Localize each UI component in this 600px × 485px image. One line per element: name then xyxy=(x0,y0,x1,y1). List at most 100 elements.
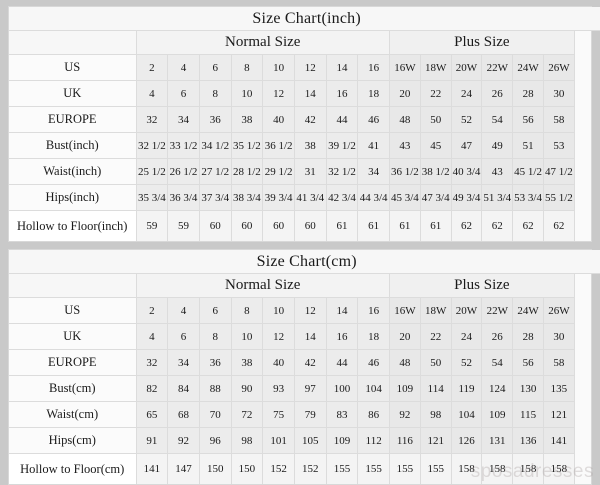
cell: 18 xyxy=(357,80,390,107)
cell: 29 1/2 xyxy=(262,158,295,185)
cell: 34 1/2 xyxy=(198,132,232,159)
cell: 150 xyxy=(230,453,264,484)
cell: 60 xyxy=(198,210,232,241)
cell: 96 xyxy=(198,427,232,454)
cell: 98 xyxy=(230,427,264,454)
size-chart-page: Size Chart(inch) Normal Size Plus Size U… xyxy=(8,6,600,485)
cell: 48 xyxy=(389,106,421,133)
cell: 16 xyxy=(357,54,390,81)
cell: 20W xyxy=(450,54,483,81)
table-row: Bust(cm) 82 84 88 90 93 97 100 104 109 1… xyxy=(9,375,600,402)
title-row: Size Chart(inch) xyxy=(9,7,600,31)
cell: 30 xyxy=(542,80,575,107)
cell: 55 1/2 xyxy=(542,184,575,211)
cell: 2 xyxy=(135,297,169,324)
cell: 61 xyxy=(389,210,421,241)
cell: 51 3/4 xyxy=(481,184,514,211)
spacer-cell xyxy=(574,350,600,376)
cell: 12 xyxy=(293,297,327,324)
spacer-cell xyxy=(574,185,600,211)
cell: 26 xyxy=(481,323,514,350)
row-label-bust: Bust(inch) xyxy=(9,132,137,159)
cell: 93 xyxy=(262,375,295,402)
cell: 36 xyxy=(198,349,232,376)
cell: 14 xyxy=(293,80,327,107)
cell: 141 xyxy=(135,453,169,484)
cell: 36 1/2 xyxy=(262,132,295,159)
cell: 8 xyxy=(230,297,264,324)
row-label-hollow-to-floor: Hollow to Floor(cm) xyxy=(9,453,137,484)
chart-title: Size Chart(inch) xyxy=(9,7,600,31)
cell: 12 xyxy=(293,54,327,81)
cell: 68 xyxy=(167,401,200,428)
cell: 41 3/4 xyxy=(293,184,327,211)
cell: 12 xyxy=(262,323,295,350)
cell: 92 xyxy=(389,401,421,428)
row-label-hips: Hips(inch) xyxy=(9,184,137,211)
cell: 38 xyxy=(230,106,264,133)
cell: 90 xyxy=(230,375,264,402)
cell: 26W xyxy=(542,54,575,81)
size-table-cm: Size Chart(cm) Normal Size Plus Size US … xyxy=(9,250,600,484)
cell: 4 xyxy=(167,297,200,324)
cell: 54 xyxy=(481,106,514,133)
cell: 14 xyxy=(325,297,359,324)
cell: 27 1/2 xyxy=(198,158,232,185)
cell: 158 xyxy=(512,453,544,484)
cell: 31 xyxy=(293,158,327,185)
row-label-us: US xyxy=(9,297,137,324)
cell: 60 xyxy=(262,210,295,241)
spacer-cell xyxy=(574,81,600,107)
cell: 109 xyxy=(325,427,359,454)
cell: 121 xyxy=(542,401,575,428)
cell: 58 xyxy=(542,349,575,376)
table-row: US 2 4 6 8 10 12 14 16 16W 18W 20W 22W 2… xyxy=(9,54,600,81)
cell: 12 xyxy=(262,80,295,107)
cell: 104 xyxy=(357,375,390,402)
cell: 131 xyxy=(481,427,514,454)
cell: 44 xyxy=(325,106,359,133)
cell: 22W xyxy=(481,297,514,324)
cell: 82 xyxy=(135,375,169,402)
cell: 8 xyxy=(198,80,232,107)
cell: 32 xyxy=(135,106,169,133)
cell: 6 xyxy=(167,80,200,107)
table-row: Hollow to Floor(inch) 59 59 60 60 60 60 … xyxy=(9,210,600,241)
cell: 155 xyxy=(419,453,452,484)
cell: 36 xyxy=(198,106,232,133)
group-header-normal-size: Normal Size xyxy=(135,273,390,298)
cell: 101 xyxy=(262,427,295,454)
cell: 33 1/2 xyxy=(167,132,200,159)
cell: 37 3/4 xyxy=(198,184,232,211)
cell: 10 xyxy=(262,297,295,324)
cell: 97 xyxy=(293,375,327,402)
cell: 18W xyxy=(419,54,452,81)
cell: 4 xyxy=(167,54,200,81)
cell: 75 xyxy=(262,401,295,428)
cell: 53 3/4 xyxy=(512,184,544,211)
cell: 152 xyxy=(262,453,295,484)
cell: 46 xyxy=(357,349,390,376)
cell: 112 xyxy=(357,427,390,454)
cell: 43 xyxy=(389,132,421,159)
cell: 124 xyxy=(481,375,514,402)
cell: 25 1/2 xyxy=(135,158,169,185)
cell: 62 xyxy=(512,210,544,241)
cell: 38 xyxy=(293,132,327,159)
size-table-inch: Size Chart(inch) Normal Size Plus Size U… xyxy=(9,7,600,241)
cell: 24 xyxy=(450,323,483,350)
cell: 18W xyxy=(419,297,452,324)
row-label-hips: Hips(cm) xyxy=(9,427,137,454)
cell: 16 xyxy=(357,297,390,324)
cell: 155 xyxy=(357,453,390,484)
spacer-cell xyxy=(574,376,600,402)
cell: 47 1/2 xyxy=(542,158,575,185)
table-row: UK 4 6 8 10 12 14 16 18 20 22 24 26 28 3… xyxy=(9,323,600,350)
cell: 16 xyxy=(325,323,359,350)
cell: 6 xyxy=(167,323,200,350)
table-row: Hollow to Floor(cm) 141 147 150 150 152 … xyxy=(9,453,600,484)
cell: 100 xyxy=(325,375,359,402)
cell: 70 xyxy=(198,401,232,428)
cell: 18 xyxy=(357,323,390,350)
cell: 24W xyxy=(512,54,544,81)
